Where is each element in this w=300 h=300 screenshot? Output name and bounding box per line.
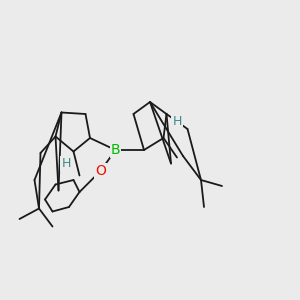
Text: O: O bbox=[95, 164, 106, 178]
Text: H: H bbox=[172, 115, 182, 128]
Text: B: B bbox=[111, 143, 120, 157]
Text: H: H bbox=[61, 157, 71, 170]
